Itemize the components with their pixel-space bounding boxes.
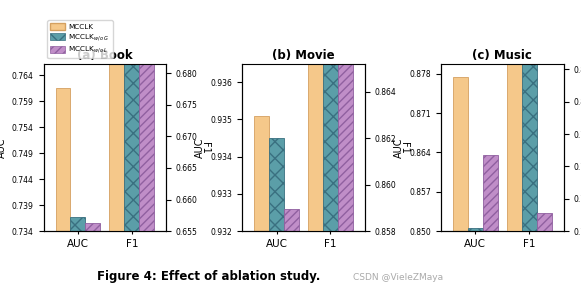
Bar [453, 77, 468, 231]
Bar [254, 116, 269, 231]
Text: Figure 4: Effect of ablation study.: Figure 4: Effect of ablation study. [98, 270, 321, 283]
Y-axis label: AUC: AUC [394, 137, 404, 158]
Bar [338, 0, 353, 231]
Y-axis label: AUC: AUC [195, 137, 205, 158]
Bar [323, 0, 338, 231]
Bar [109, 0, 124, 231]
Title: (a) Book: (a) Book [77, 49, 132, 62]
Bar [537, 213, 551, 231]
Bar [269, 138, 284, 231]
Bar [468, 228, 483, 231]
Bar [85, 223, 101, 231]
Title: (c) Music: (c) Music [472, 49, 532, 62]
Text: CSDN @VieleZMaya: CSDN @VieleZMaya [353, 273, 443, 282]
Y-axis label: F1: F1 [200, 142, 210, 153]
Title: (b) Movie: (b) Movie [272, 49, 335, 62]
Y-axis label: AUC: AUC [0, 137, 6, 158]
Bar [124, 0, 139, 231]
Bar [483, 155, 498, 231]
Bar [522, 0, 537, 231]
Y-axis label: F1: F1 [399, 142, 409, 153]
Legend: MCCLK, MCCLK$_{w/o\ G}$, MCCLK$_{w/o\ L}$: MCCLK, MCCLK$_{w/o\ G}$, MCCLK$_{w/o\ L}… [47, 20, 113, 58]
Bar [139, 0, 154, 231]
Bar [56, 88, 70, 231]
Bar [308, 0, 323, 231]
Bar [284, 209, 299, 231]
Bar [70, 217, 85, 231]
Bar [507, 0, 522, 231]
